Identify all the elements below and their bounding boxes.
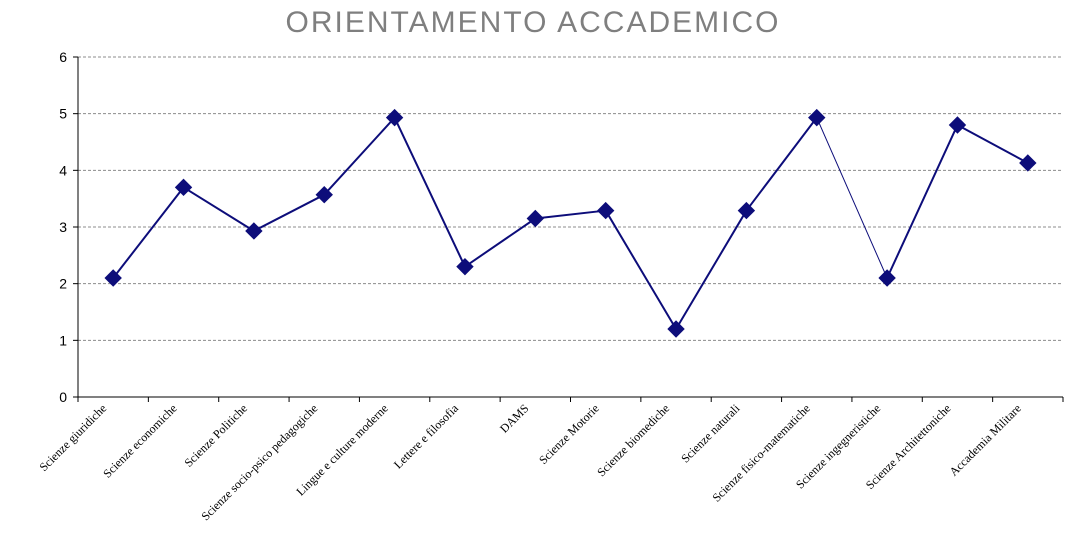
series-line-segment	[112, 186, 185, 279]
x-tick-label: Scienze giuridiche	[36, 401, 109, 474]
series-markers	[104, 108, 1037, 338]
data-point	[456, 257, 474, 276]
data-point	[737, 201, 756, 220]
series-line-segment	[182, 186, 255, 232]
series-line-segment	[534, 209, 607, 220]
data-point	[315, 185, 333, 204]
data-point	[667, 320, 685, 338]
data-point	[596, 201, 615, 220]
series-line-segment	[604, 209, 678, 330]
y-tick-labels: 0 1 2 3 4 5 6	[59, 49, 67, 405]
data-point	[385, 108, 404, 127]
axes	[73, 56, 1064, 402]
y-tick-label: 6	[59, 49, 67, 65]
x-tick-label: Scienze naturali	[678, 401, 743, 466]
x-tick-label: Scienze biomediche	[594, 401, 672, 479]
series-line-segment	[745, 116, 818, 212]
x-tick-label: Accademia Militare	[946, 401, 1024, 479]
series-line-segment	[252, 193, 326, 232]
chart-title: ORIENTAMENTO ACCADEMICO	[285, 6, 781, 39]
series-line-segment	[393, 116, 466, 268]
data-point	[878, 269, 896, 287]
series-line-segment	[816, 117, 888, 279]
series-line-segment	[463, 217, 537, 268]
y-tick-label: 3	[59, 219, 67, 235]
series-line-segment	[886, 124, 959, 279]
data-point	[948, 116, 967, 134]
y-tick-label: 5	[59, 106, 67, 122]
grid-lines	[78, 56, 1063, 341]
series-line-segment	[323, 116, 396, 196]
series-line-segment	[956, 124, 1029, 164]
y-tick-label: 4	[59, 162, 67, 178]
data-point	[104, 269, 122, 287]
data-point	[526, 209, 545, 228]
x-tick-label: DAMS	[497, 401, 531, 435]
x-tick-label: Scienze Politiche	[181, 401, 250, 470]
series-line	[112, 116, 1029, 330]
x-tick-label: Scienze socio-psico pedagogiche	[198, 401, 320, 523]
data-point	[808, 108, 826, 127]
y-tick-label: 0	[59, 389, 67, 405]
y-tick-label: 2	[59, 276, 67, 292]
data-point	[245, 222, 263, 240]
data-point	[174, 178, 193, 197]
x-tick-label: Scienze Motorie	[536, 401, 602, 467]
x-tick-label: Lettere e filosofia	[391, 401, 462, 472]
series-line-segment	[675, 209, 748, 330]
data-point	[1019, 154, 1037, 172]
y-tick-label: 1	[59, 332, 67, 348]
x-tick-label: Scienze economiche	[100, 401, 179, 480]
